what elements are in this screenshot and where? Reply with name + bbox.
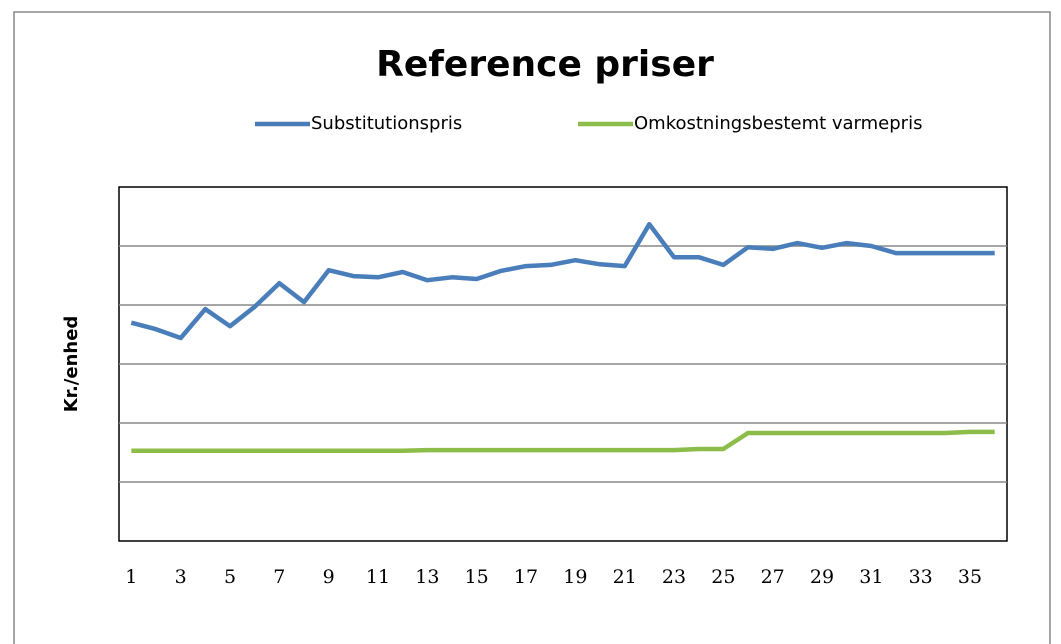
x-tick-label: 5 — [224, 566, 236, 588]
x-tick-label: 33 — [909, 566, 933, 588]
y-axis-label: Kr./enhed — [61, 316, 82, 413]
x-tick-label: 21 — [613, 566, 637, 588]
legend-label: Substitutionspris — [311, 113, 462, 134]
x-tick-label: 11 — [366, 566, 390, 588]
x-tick-label: 17 — [514, 566, 538, 588]
x-tick-label: 27 — [761, 566, 785, 588]
chart-title: Reference priser — [376, 44, 714, 85]
x-tick-label: 15 — [465, 566, 489, 588]
data-line — [131, 429, 995, 453]
x-tick-label: 9 — [323, 566, 335, 588]
x-tick-label: 23 — [662, 566, 686, 588]
legend-label: Omkostningsbestemt varmepris — [634, 113, 922, 134]
x-tick-label: 35 — [958, 566, 982, 588]
x-tick-label: 1 — [125, 566, 137, 588]
x-tick-label: 29 — [810, 566, 834, 588]
x-tick-label: 13 — [415, 566, 439, 588]
x-tick-label: 31 — [859, 566, 883, 588]
data-line — [130, 221, 995, 341]
x-tick-label: 19 — [563, 566, 587, 588]
x-tick-label: 3 — [175, 566, 187, 588]
x-tick-label: 25 — [711, 566, 735, 588]
x-tick-label: 7 — [273, 566, 285, 588]
